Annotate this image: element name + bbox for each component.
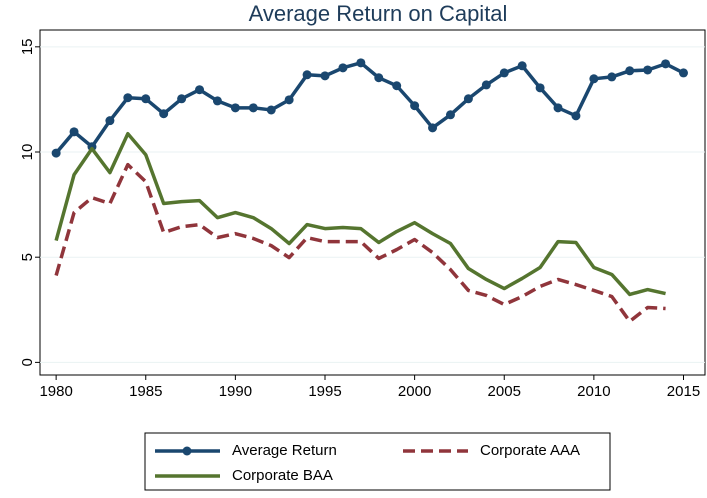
marker bbox=[607, 72, 617, 82]
x-tick-label: 2000 bbox=[398, 383, 431, 400]
x-tick-label: 1980 bbox=[39, 383, 72, 400]
y-tick-label: 10 bbox=[19, 144, 36, 161]
marker bbox=[535, 83, 545, 93]
legend-marker bbox=[182, 446, 192, 456]
marker bbox=[445, 110, 455, 120]
marker bbox=[338, 63, 348, 73]
marker bbox=[284, 95, 294, 105]
marker bbox=[51, 148, 61, 158]
marker bbox=[159, 109, 169, 119]
marker bbox=[625, 66, 635, 76]
marker bbox=[69, 127, 79, 137]
marker bbox=[212, 96, 222, 106]
marker bbox=[141, 94, 151, 104]
x-tick-label: 1995 bbox=[308, 383, 341, 400]
marker bbox=[248, 103, 258, 113]
marker bbox=[374, 73, 384, 83]
y-tick-label: 5 bbox=[19, 253, 36, 261]
marker bbox=[643, 65, 653, 75]
marker bbox=[392, 81, 402, 91]
marker bbox=[320, 71, 330, 81]
x-tick-label: 2005 bbox=[488, 383, 521, 400]
marker bbox=[517, 61, 527, 71]
marker bbox=[302, 70, 312, 80]
plot-area bbox=[39, 29, 706, 376]
marker bbox=[266, 105, 276, 115]
marker bbox=[661, 59, 671, 69]
x-tick-label: 2015 bbox=[667, 383, 700, 400]
legend-label: Average Return bbox=[232, 442, 337, 459]
marker bbox=[105, 116, 115, 126]
marker bbox=[410, 101, 420, 111]
x-tick-label: 1990 bbox=[219, 383, 252, 400]
marker bbox=[481, 80, 491, 90]
x-tick-label: 1985 bbox=[129, 383, 162, 400]
marker bbox=[571, 111, 581, 121]
legend-label: Corporate AAA bbox=[480, 442, 580, 459]
legend-box bbox=[144, 432, 611, 491]
series-line bbox=[54, 162, 666, 324]
marker bbox=[553, 103, 563, 113]
marker bbox=[678, 68, 688, 78]
x-tick-label: 2010 bbox=[577, 383, 610, 400]
legend-label: Corporate BAA bbox=[232, 467, 333, 484]
marker bbox=[589, 74, 599, 84]
marker bbox=[230, 103, 240, 113]
marker bbox=[463, 94, 473, 104]
marker bbox=[428, 123, 438, 133]
marker bbox=[177, 94, 187, 104]
marker bbox=[123, 93, 133, 103]
marker bbox=[356, 58, 366, 68]
series-line bbox=[54, 131, 666, 297]
y-tick-label: 0 bbox=[19, 358, 36, 366]
marker bbox=[499, 68, 509, 78]
y-tick-label: 15 bbox=[19, 38, 36, 55]
marker bbox=[195, 85, 205, 95]
chart-title: Average Return on Capital bbox=[249, 1, 508, 26]
